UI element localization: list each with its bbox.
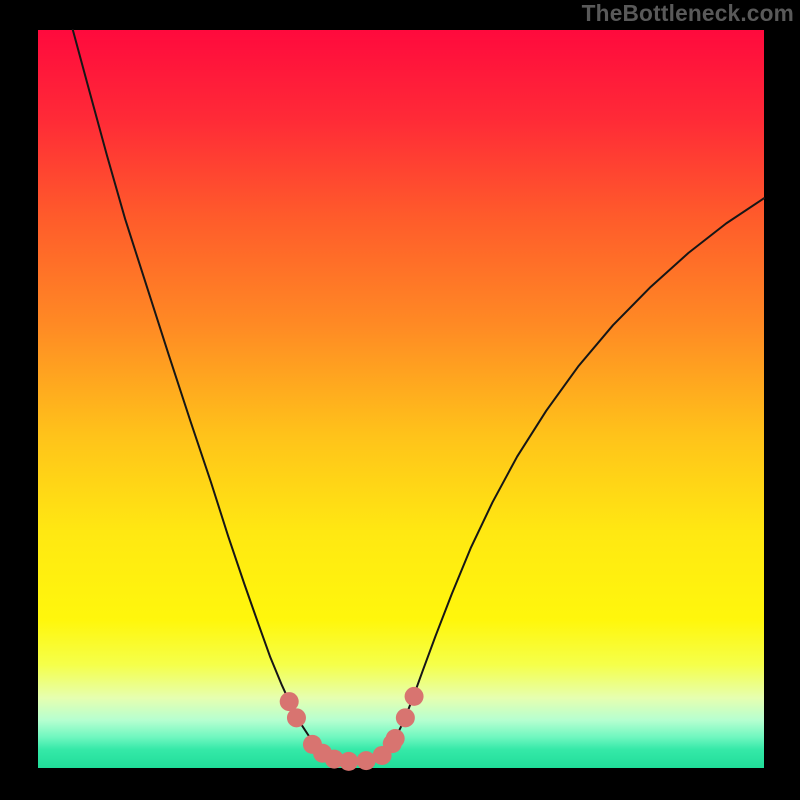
gradient-background	[38, 30, 764, 768]
marker-point	[396, 708, 415, 727]
chart-container: TheBottleneck.com	[0, 0, 800, 800]
marker-point	[386, 729, 405, 748]
bottleneck-chart-svg	[0, 0, 800, 800]
marker-point	[405, 687, 424, 706]
marker-point	[280, 692, 299, 711]
watermark-text: TheBottleneck.com	[582, 0, 794, 27]
marker-point	[339, 752, 358, 771]
marker-point	[287, 708, 306, 727]
